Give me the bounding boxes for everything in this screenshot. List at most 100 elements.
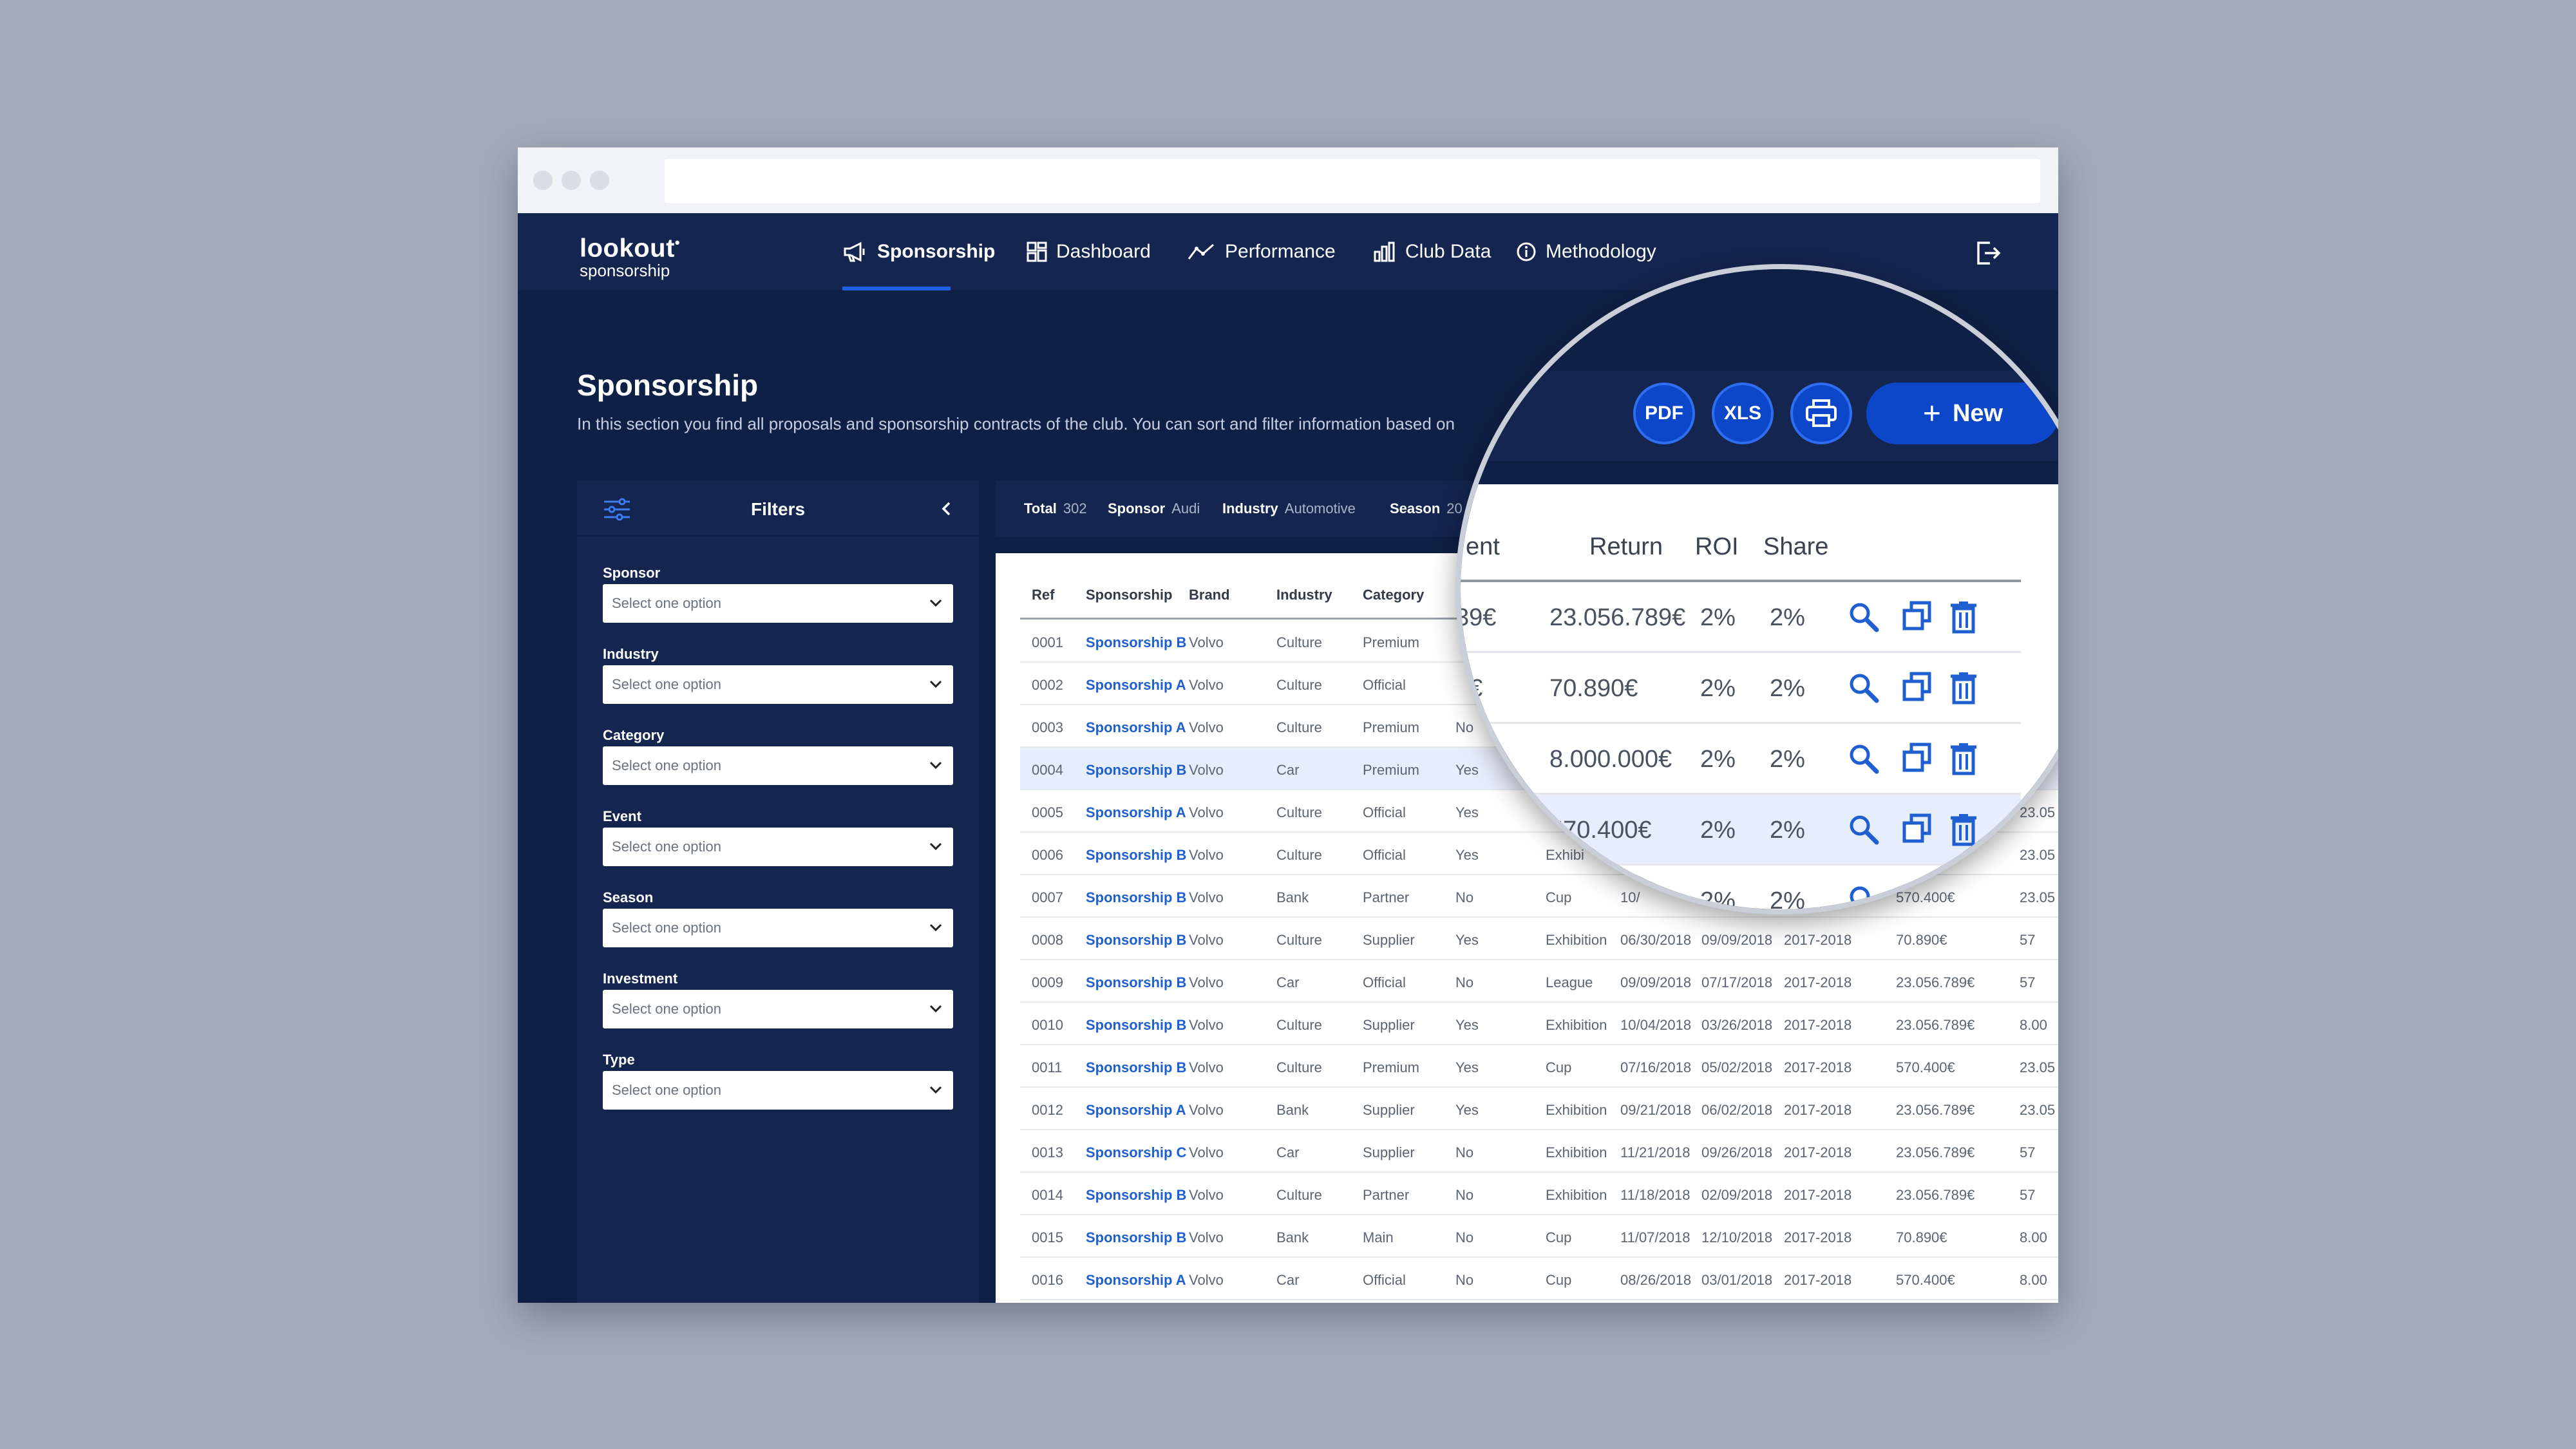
table-row[interactable]: 0009 Sponsorship B Volvo Car Official No Leagu… (1020, 960, 2058, 1003)
delete-icon[interactable] (1949, 813, 1978, 849)
print-button[interactable] (1790, 383, 1852, 444)
category-select[interactable]: Select one option (603, 746, 953, 785)
cell-sponsorship[interactable]: Sponsorship B (1086, 762, 1187, 778)
magnified-row[interactable]: 0€ 70.890€ 2% 2% (1461, 653, 2021, 724)
nav-performance[interactable]: Performance (1188, 213, 1336, 290)
cell-sponsorship[interactable]: Sponsorship B (1086, 1187, 1187, 1203)
filters-panel: Filters Sponsor Select one option Indust… (577, 481, 979, 1303)
cell-industry: Car (1276, 1144, 1300, 1160)
column-header-sponsorship[interactable]: Sponsorship (1086, 587, 1173, 603)
cell-sponsorship[interactable]: Sponsorship A (1086, 719, 1186, 735)
cell-sponsorship[interactable]: Sponsorship B (1086, 1017, 1187, 1033)
window-close-dot[interactable] (533, 171, 553, 190)
window-minimize-dot[interactable] (562, 171, 581, 190)
cell-sponsorship[interactable]: Sponsorship B (1086, 847, 1187, 863)
table-row[interactable]: 0013 Sponsorship C Volvo Car Supplier No Exhib… (1020, 1130, 2058, 1173)
nav-methodology[interactable]: Methodology (1516, 213, 1656, 290)
delete-icon[interactable] (1949, 884, 1978, 909)
cell-sponsorship[interactable]: Sponsorship B (1086, 932, 1187, 948)
magnified-row[interactable]: 8.000.000€ 2% 2% (1461, 724, 2021, 795)
duplicate-icon[interactable] (1901, 884, 1933, 909)
investment-select[interactable]: Select one option (603, 990, 953, 1028)
table-row[interactable]: 0011 Sponsorship B Volvo Culture Premium Yes C… (1020, 1045, 2058, 1088)
cell-sponsorship[interactable]: Sponsorship B (1086, 889, 1187, 905)
table-row[interactable]: 0012 Sponsorship A Volvo Bank Supplier Yes Exh… (1020, 1088, 2058, 1130)
column-header-industry[interactable]: Industry (1276, 587, 1332, 603)
cell-season: 2017-2018 (1784, 1102, 1852, 1118)
cell-sponsorship[interactable]: Sponsorship A (1086, 804, 1186, 820)
delete-icon[interactable] (1949, 742, 1978, 779)
cell-sponsorship[interactable]: Sponsorship A (1086, 1102, 1186, 1118)
column-header-category[interactable]: Category (1363, 587, 1425, 603)
app-logo[interactable]: lookout• sponsorship (580, 234, 681, 281)
new-sponsorship-button[interactable]: + New (1866, 383, 2058, 444)
delete-icon[interactable] (1949, 671, 1978, 708)
pdf-export-button[interactable]: PDF (1633, 383, 1695, 444)
nav-label: Dashboard (1056, 241, 1151, 262)
view-icon[interactable] (1847, 813, 1880, 849)
table-row[interactable]: 0015 Sponsorship B Volvo Bank Main No Cup 11/07… (1020, 1215, 2058, 1258)
magnified-row[interactable]: 570.400€ 2% 2% (1461, 795, 2021, 866)
cell-ref: 0014 (1032, 1187, 1063, 1203)
table-row[interactable]: 0010 Sponsorship B Volvo Culture Supplier Yes… (1020, 1003, 2058, 1045)
cell-ref: 0008 (1032, 932, 1063, 948)
table-row[interactable]: 0014 Sponsorship B Volvo Culture Partner No Ex… (1020, 1173, 2058, 1215)
type-select[interactable]: Select one option (603, 1071, 953, 1110)
industry-select[interactable]: Select one option (603, 665, 953, 704)
sponsor-select[interactable]: Select one option (603, 584, 953, 623)
nav-sponsorship[interactable]: Sponsorship (842, 213, 995, 290)
chevron-down-icon (929, 842, 942, 851)
filter-sliders-icon[interactable] (603, 497, 631, 522)
cell-sponsorship[interactable]: Sponsorship B (1086, 1229, 1187, 1245)
logo-main: lookout (580, 234, 675, 263)
cell-brand: Volvo (1189, 889, 1224, 905)
magnified-row[interactable]: 39€ 23.056.789€ 2% 2% (1461, 582, 2021, 653)
magnified-row[interactable]: 2% 2% (1461, 866, 2021, 914)
duplicate-icon[interactable] (1901, 600, 1933, 636)
cell-sponsorship[interactable]: Sponsorship C (1086, 1144, 1187, 1160)
cell-event: Exhibition (1546, 1102, 1607, 1118)
cell-sponsorship[interactable]: Sponsorship A (1086, 1272, 1186, 1288)
magnified-cell-return: 8.000.000€ (1549, 746, 1672, 773)
new-button-label: New (1952, 399, 2003, 427)
column-header-brand[interactable]: Brand (1189, 587, 1230, 603)
magnified-cell-roi: 2% (1700, 887, 1736, 914)
view-icon[interactable] (1847, 884, 1880, 909)
delete-icon[interactable] (1949, 600, 1978, 637)
cell-season: 2017-2018 (1784, 932, 1852, 948)
view-icon[interactable] (1847, 671, 1880, 708)
cell-sponsorship[interactable]: Sponsorship B (1086, 634, 1187, 650)
xls-export-button[interactable]: XLS (1712, 383, 1774, 444)
summary-industry: Industry Automotive (1222, 500, 1356, 517)
season-select[interactable]: Select one option (603, 909, 953, 947)
logout-button[interactable] (1973, 239, 2002, 270)
view-icon[interactable] (1847, 742, 1880, 779)
table-row[interactable]: 0008 Sponsorship B Volvo Culture Supplier Yes… (1020, 918, 2058, 960)
cell-sponsorship[interactable]: Sponsorship A (1086, 677, 1186, 693)
cell-sponsorship[interactable]: Sponsorship B (1086, 1059, 1187, 1075)
magnified-header-return[interactable]: Return (1589, 533, 1663, 560)
duplicate-icon[interactable] (1901, 671, 1933, 706)
magnified-header-investment[interactable]: ent (1466, 533, 1500, 560)
cell-industry: Culture (1276, 677, 1322, 693)
magnified-header-share[interactable]: Share (1763, 533, 1829, 560)
filter-category: Category Select one option (603, 727, 953, 785)
event-select[interactable]: Select one option (603, 828, 953, 866)
cell-category: Partner (1363, 1187, 1410, 1203)
nav-club-data[interactable]: Club Data (1373, 213, 1491, 290)
collapse-chevron-icon[interactable] (940, 500, 953, 517)
column-header-ref[interactable]: Ref (1032, 587, 1055, 603)
magnified-header-roi[interactable]: ROI (1695, 533, 1739, 560)
address-bar[interactable] (665, 159, 2040, 203)
nav-dashboard[interactable]: Dashboard (1027, 213, 1151, 290)
magnified-cell-share: 2% (1770, 604, 1805, 631)
view-icon[interactable] (1847, 600, 1880, 637)
duplicate-icon[interactable] (1901, 742, 1933, 777)
duplicate-icon[interactable] (1901, 813, 1933, 848)
table-row[interactable]: 0016 Sponsorship A Volvo Car Official No Cup 08… (1020, 1258, 2058, 1300)
cell-sponsorship[interactable]: Sponsorship B (1086, 974, 1187, 990)
cell-ref: 0003 (1032, 719, 1063, 735)
window-maximize-dot[interactable] (590, 171, 609, 190)
cell-event: Exhibition (1546, 1144, 1607, 1160)
